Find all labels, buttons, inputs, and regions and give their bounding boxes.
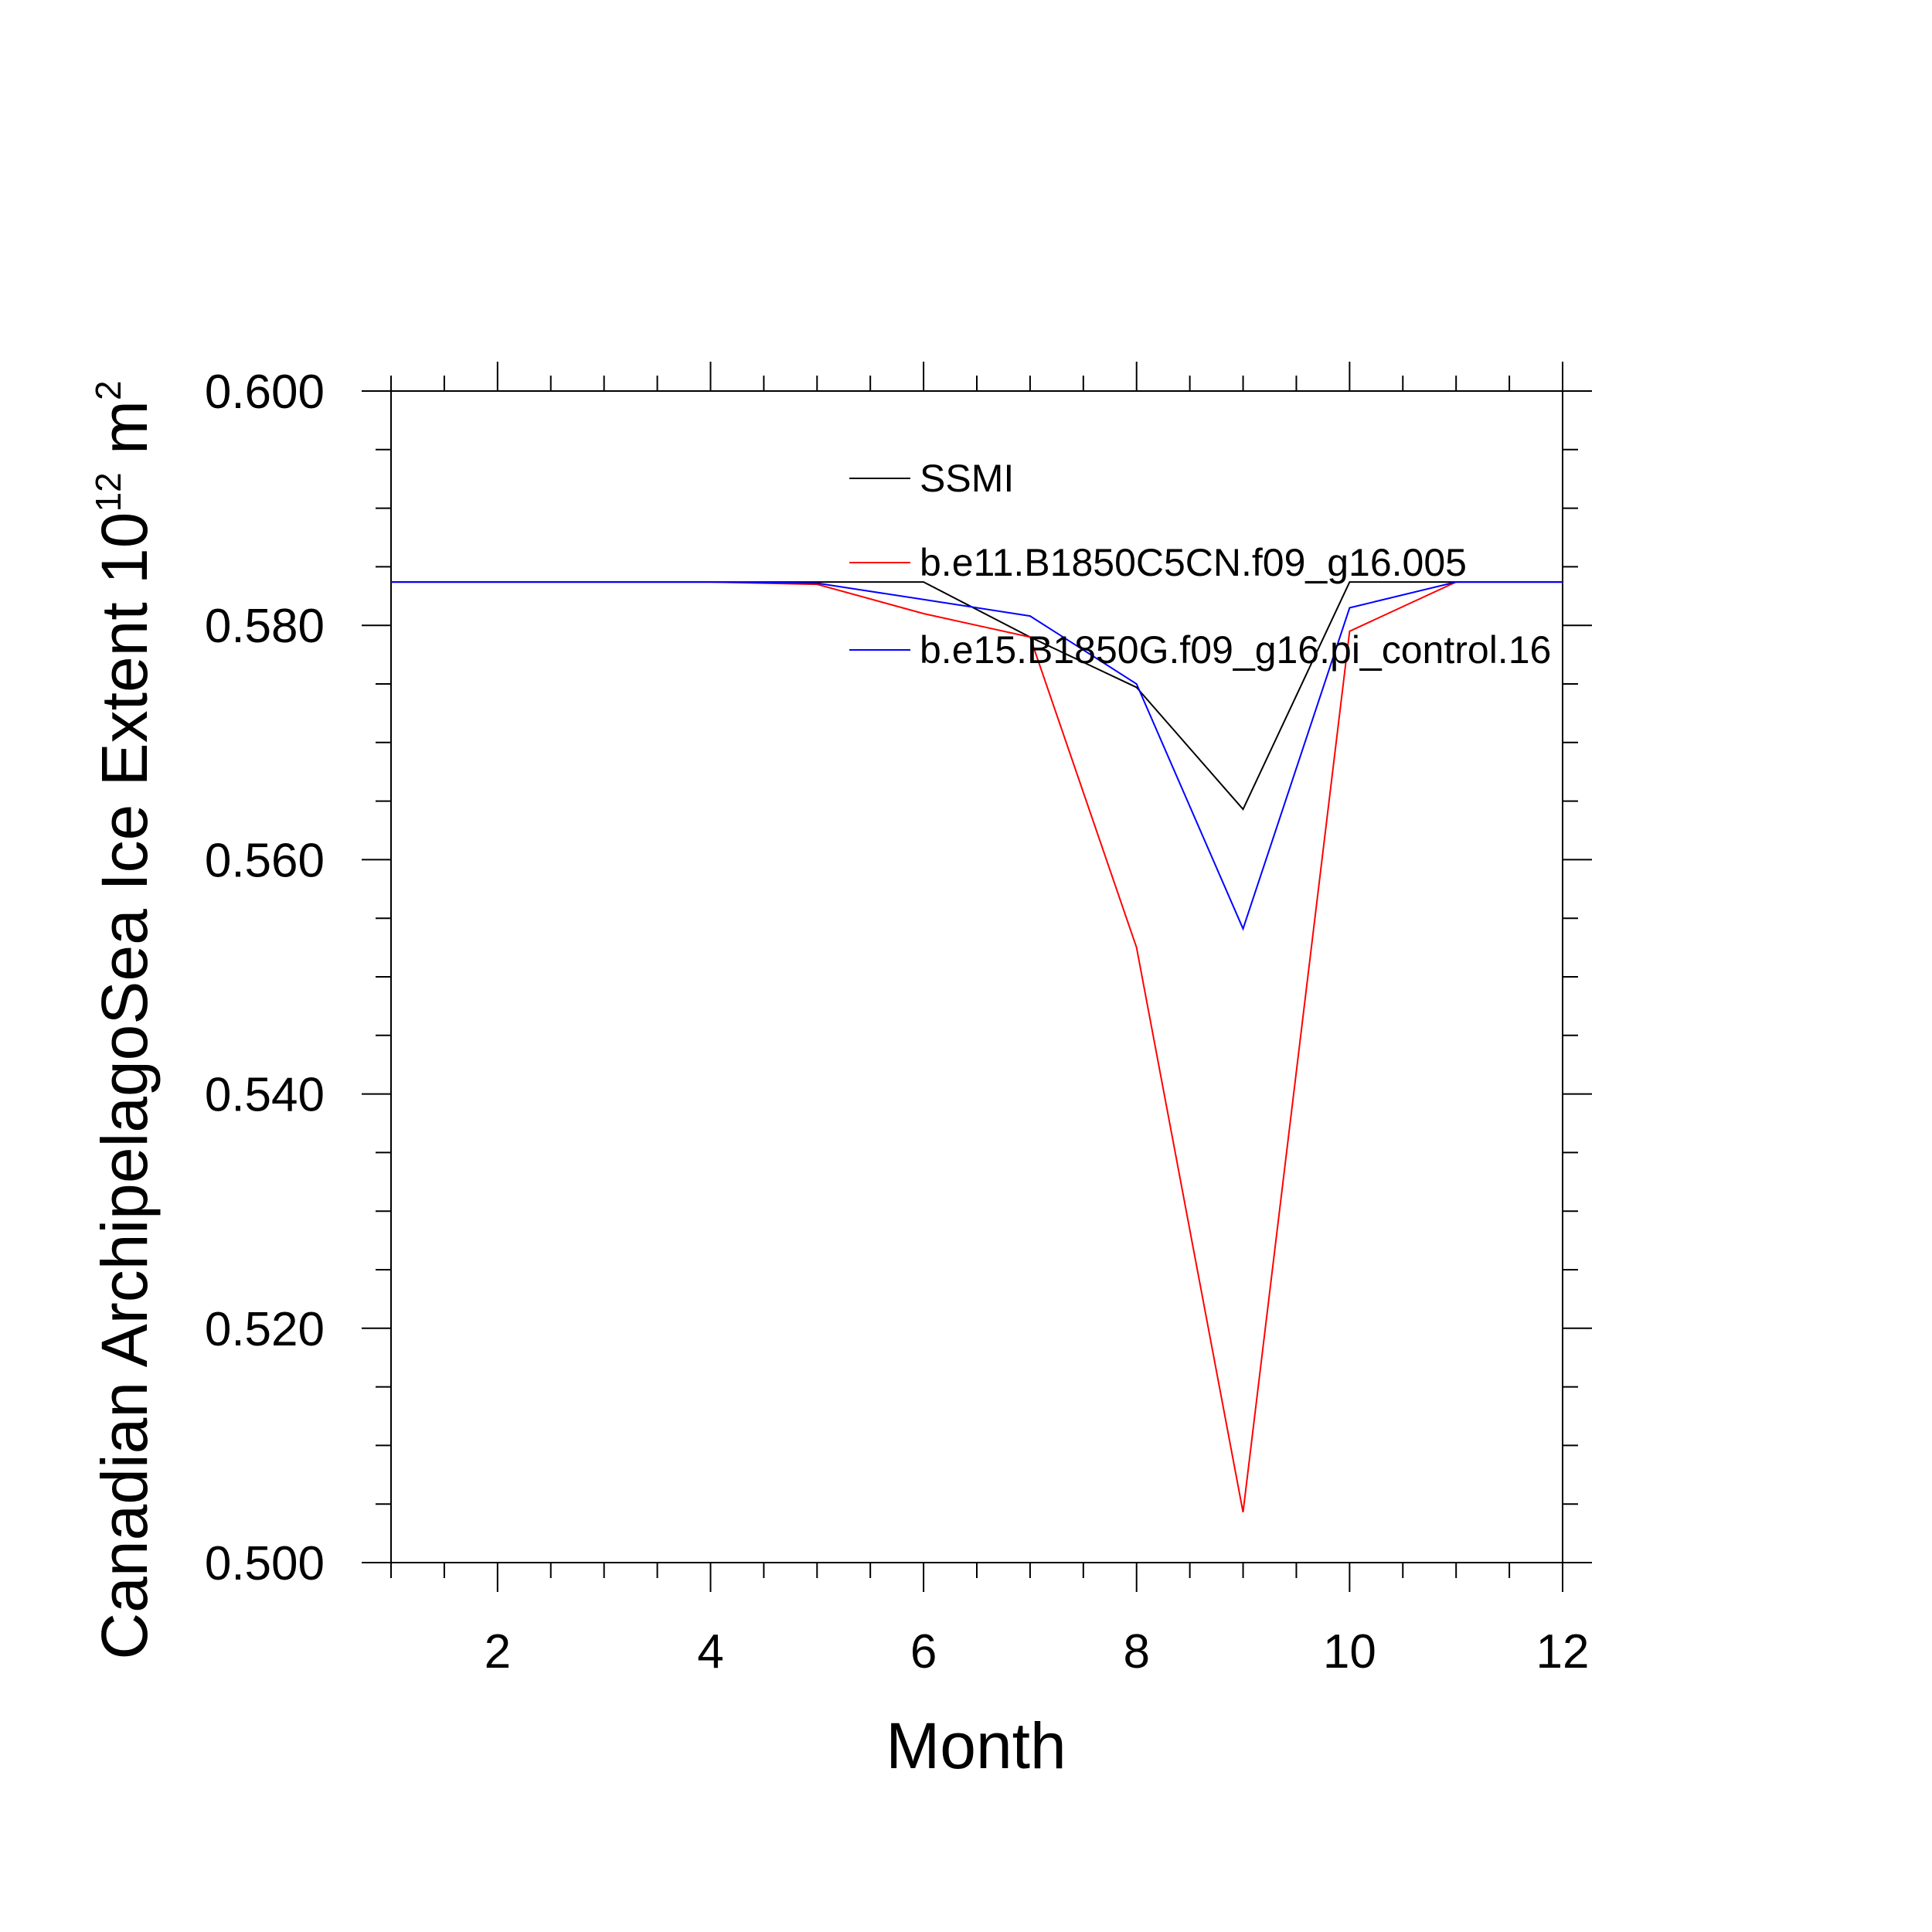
y-axis-label-unit: m bbox=[88, 400, 161, 472]
x-axis-ticks: 2 4 6 8 10 12 bbox=[390, 362, 1590, 1679]
x-tick-label: 8 bbox=[1123, 1625, 1149, 1679]
y-tick-label: 0.600 bbox=[205, 366, 325, 419]
y-axis-label-unit-exponent: 2 bbox=[88, 380, 128, 400]
x-tick-label: 6 bbox=[910, 1625, 937, 1679]
x-tick-label: 2 bbox=[485, 1625, 511, 1679]
y-axis-ticks: 0.500 0.520 0.540 0.560 0.580 0.600 bbox=[205, 366, 1592, 1590]
x-tick-label: 12 bbox=[1536, 1625, 1590, 1679]
legend-label: b.e15.B1850G.f09_g16.pi_control.16 bbox=[920, 628, 1551, 672]
x-tick-label: 4 bbox=[697, 1625, 723, 1679]
y-axis-label: Canadian ArchipelagoSea Ice Extent 1012 … bbox=[88, 380, 161, 1659]
legend-label: SSMI bbox=[920, 457, 1014, 500]
legend: SSMI b.e11.B1850C5CN.f09_g16.005 b.e15.B18… bbox=[849, 457, 1551, 672]
x-tick-label: 10 bbox=[1323, 1625, 1376, 1679]
y-tick-label: 0.540 bbox=[205, 1069, 325, 1122]
series-line-1 bbox=[391, 581, 1563, 811]
y-axis-label-main: Canadian ArchipelagoSea Ice Extent 10 bbox=[88, 512, 161, 1660]
series-line-2 bbox=[391, 581, 1563, 1512]
y-tick-label: 0.520 bbox=[205, 1303, 325, 1356]
legend-label: b.e11.B1850C5CN.f09_g16.005 bbox=[920, 541, 1467, 584]
series-line-3 bbox=[391, 581, 1563, 931]
x-axis-label: Month bbox=[886, 1709, 1066, 1782]
y-tick-label: 0.560 bbox=[205, 834, 325, 887]
y-axis-label-exponent: 12 bbox=[88, 472, 128, 512]
y-tick-label: 0.580 bbox=[205, 600, 325, 653]
series-lines bbox=[391, 581, 1563, 1512]
y-tick-label: 0.500 bbox=[205, 1537, 325, 1590]
